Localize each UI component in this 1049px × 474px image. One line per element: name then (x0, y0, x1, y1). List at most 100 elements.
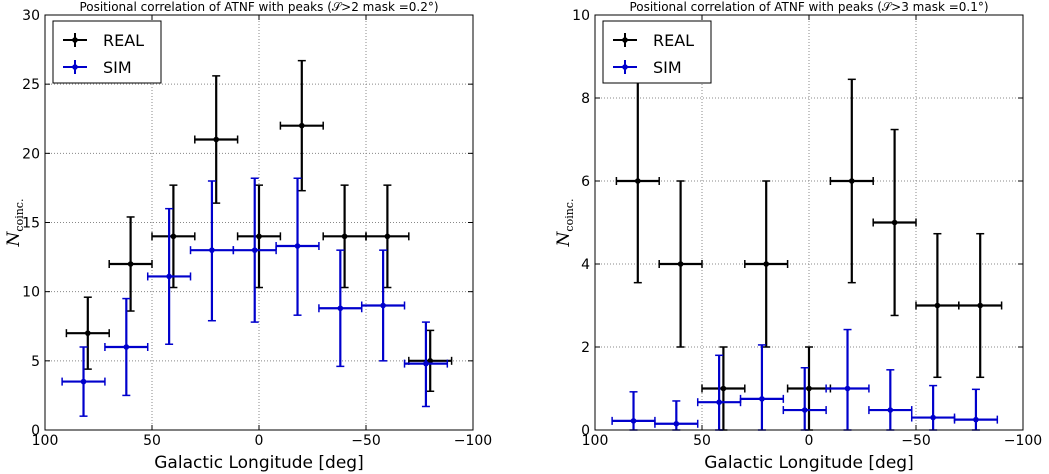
legend-entry: SIM (613, 58, 682, 77)
legend-label: REAL (653, 31, 694, 50)
data-marker (423, 360, 429, 367)
data-point (408, 329, 453, 393)
data-marker (337, 305, 344, 312)
data-point (829, 78, 874, 284)
data-point (275, 177, 320, 316)
y-tick-label: 25 (22, 77, 40, 93)
legend-entry: SIM (63, 58, 132, 77)
x-axis-label: Galactic Longitude [deg] (704, 453, 913, 473)
data-marker (166, 273, 172, 280)
data-marker (380, 302, 386, 309)
x-tick-label: 50 (143, 433, 161, 449)
data-marker (977, 302, 983, 309)
legend: REAL SIM (52, 20, 162, 84)
data-point (65, 296, 110, 370)
data-point (146, 207, 192, 345)
data-marker (635, 178, 641, 184)
data-point (151, 184, 196, 289)
data-marker (806, 385, 812, 392)
data-marker (127, 261, 134, 267)
x-tick-label: 50 (693, 433, 711, 449)
x-axis-label: Galactic Longitude [deg] (154, 453, 363, 473)
legend-label: REAL (103, 31, 144, 50)
chart-panel-left: 100 50 0 −50 −100 0 5 10 15 20 25 30 REAL SIM Position… (4, 0, 492, 473)
x-tick-label: 100 (32, 433, 59, 449)
data-point (658, 180, 703, 348)
data-point (953, 388, 999, 431)
data-marker (973, 416, 979, 423)
chart-panel-right: 100 50 0 −50 −100 0 2 4 6 8 10 REAL SIM Positional co… (554, 0, 1042, 473)
data-point (104, 297, 149, 397)
legend-box (52, 20, 162, 84)
data-marker (891, 219, 898, 226)
y-tick-label: 10 (22, 285, 40, 301)
legend-marker-dot (72, 64, 78, 70)
plot-frame (594, 14, 1024, 431)
series-sim (61, 177, 449, 417)
data-marker (294, 243, 301, 249)
y-axis-label: Ncoinc. (4, 199, 26, 248)
y-axis-label-main: N (554, 230, 574, 247)
x-tick-label: 0 (805, 433, 814, 449)
legend-entry: REAL (63, 31, 144, 50)
data-marker (934, 302, 941, 309)
series-real (65, 59, 453, 393)
data-marker (384, 233, 391, 240)
chart-title: Positional correlation of ATNF with peak… (79, 0, 438, 14)
y-tick-label: 2 (581, 340, 590, 356)
data-point (782, 367, 827, 431)
data-marker (299, 122, 305, 129)
y-axis-label-main: N (4, 230, 24, 247)
legend-marker-dot (622, 64, 628, 70)
data-marker (85, 330, 91, 336)
legend: REAL SIM (602, 20, 712, 84)
data-marker (341, 233, 348, 240)
data-point (615, 78, 660, 284)
data-marker (930, 414, 936, 421)
data-marker (716, 399, 722, 405)
y-tick-label: 8 (581, 91, 590, 107)
data-marker (213, 136, 219, 143)
data-marker (427, 358, 434, 364)
data-marker (677, 261, 684, 267)
plot-frame (44, 14, 474, 431)
x-tick-label: −100 (454, 433, 492, 449)
data-marker (251, 247, 258, 253)
x-tick-label: −50 (901, 433, 931, 449)
legend-marker-dot (72, 37, 78, 43)
legend-label: SIM (653, 58, 682, 77)
data-marker (673, 420, 680, 427)
data-marker (256, 233, 262, 240)
data-point (318, 249, 363, 368)
legend-entry: REAL (613, 31, 694, 50)
data-marker (123, 344, 130, 350)
x-tick-label: −100 (1004, 433, 1042, 449)
y-tick-label: 0 (31, 423, 40, 439)
y-tick-label: 20 (22, 146, 40, 162)
data-marker (801, 407, 808, 413)
x-tick-label: −50 (351, 433, 381, 449)
y-tick-label: 5 (31, 354, 40, 370)
data-point (236, 184, 282, 289)
data-point (360, 249, 406, 362)
legend-marker-dot (622, 37, 628, 43)
data-point (232, 177, 277, 323)
data-marker (849, 178, 855, 184)
y-tick-label: 0 (581, 423, 590, 439)
y-tick-label: 10 (572, 8, 590, 24)
data-point (872, 128, 917, 317)
data-marker (209, 247, 215, 253)
data-point (279, 59, 324, 192)
data-point (958, 232, 1003, 379)
y-tick-label: 6 (581, 174, 590, 190)
y-axis-label-subscript: coinc. (563, 199, 576, 232)
data-point (194, 75, 239, 204)
chart-title: Positional correlation of ATNF with peak… (629, 0, 988, 14)
data-point (365, 184, 410, 289)
legend-box (602, 20, 712, 84)
legend-label: SIM (103, 58, 132, 77)
y-tick-label: 4 (581, 257, 590, 273)
x-tick-label: 0 (255, 433, 264, 449)
data-marker (80, 378, 87, 385)
